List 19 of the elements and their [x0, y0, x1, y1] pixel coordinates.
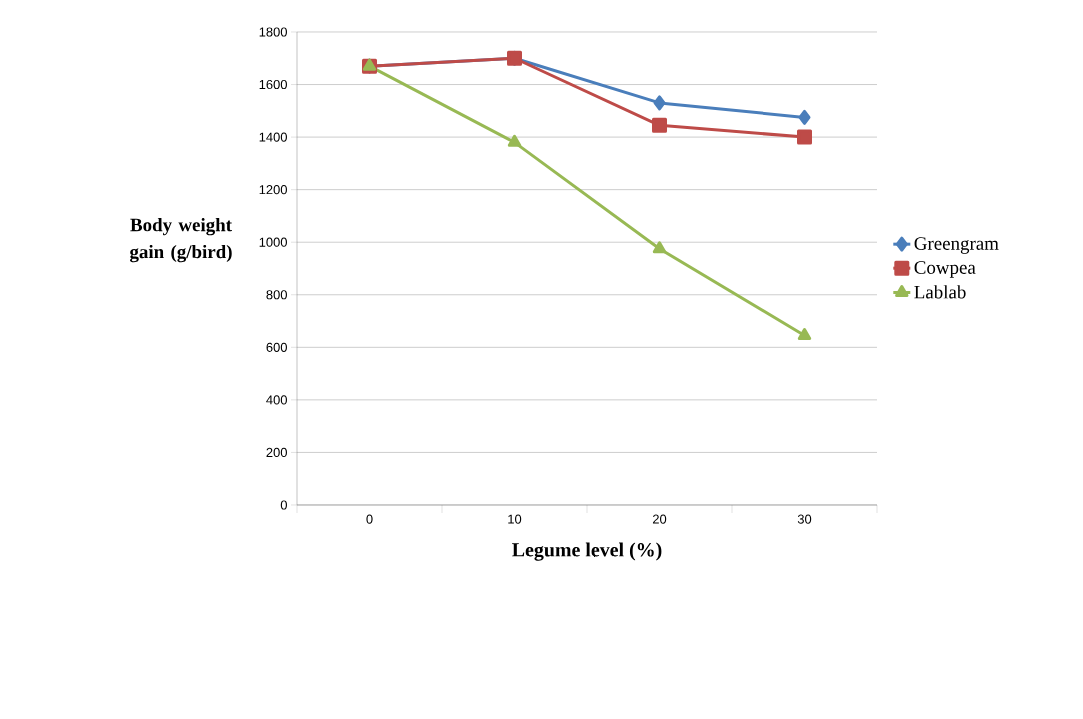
x-axis-title: Legume level (%) [512, 542, 662, 561]
x-tick-label: 30 [797, 514, 812, 524]
legend-label: Lablab [914, 285, 966, 299]
legend-label: Greengram [914, 237, 999, 254]
legend-label: Cowpea [914, 261, 976, 278]
y-tick-label: 800 [266, 290, 287, 300]
y-tick-label: 1200 [259, 185, 287, 195]
y-tick-label: 1600 [259, 79, 287, 90]
y-tick-label: 1800 [259, 27, 287, 37]
y-tick-label: 600 [266, 342, 287, 352]
y-tick-label: 1000 [259, 237, 287, 247]
y-tick-label: 200 [266, 447, 287, 458]
x-tick-label: 0 [366, 514, 373, 524]
y-axis-title: Body weight gain (g/bird) [129, 218, 232, 263]
y-tick-label: 0 [280, 500, 287, 510]
y-tick-label: 1400 [259, 132, 287, 142]
y-tick-label: 400 [266, 395, 287, 405]
x-tick-label: 20 [652, 514, 667, 524]
x-tick-label: 10 [508, 514, 522, 524]
